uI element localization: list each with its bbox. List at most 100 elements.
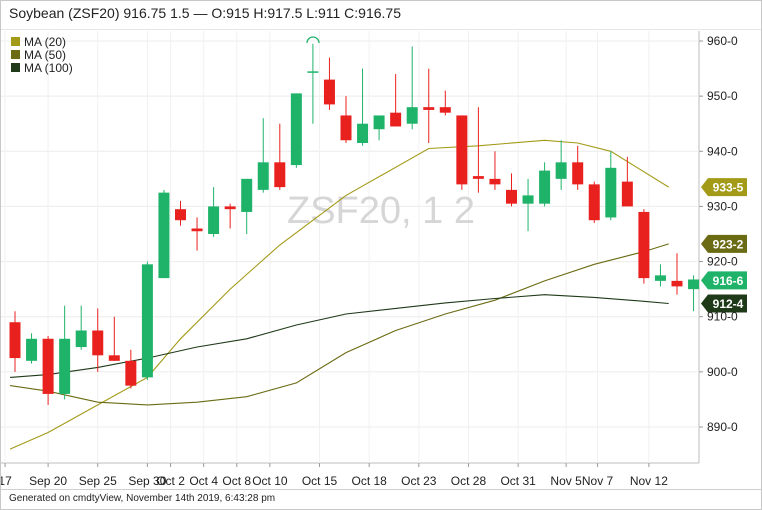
candle[interactable]	[75, 305, 87, 350]
candle-body	[274, 162, 286, 188]
legend-label: MA (50)	[24, 47, 67, 62]
footer-text: Generated on cmdtyView, November 14th 20…	[9, 493, 276, 504]
legend-swatch	[11, 50, 20, 59]
scroll-arc-icon[interactable]	[306, 36, 320, 44]
candle[interactable]	[555, 140, 567, 190]
candle[interactable]	[506, 173, 517, 207]
candle[interactable]	[125, 349, 137, 389]
candle[interactable]	[423, 68, 435, 144]
candle[interactable]	[208, 187, 220, 237]
candle[interactable]	[390, 74, 402, 127]
last-value-tag: 916-6	[701, 271, 747, 290]
candle-body	[9, 322, 21, 359]
legend-item-ma100[interactable]: MA (100)	[11, 60, 73, 75]
x-tick-label: Oct 28	[451, 474, 487, 488]
tag-shape	[701, 294, 747, 313]
candle-body	[323, 79, 335, 105]
footer-divider	[1, 489, 761, 490]
candle[interactable]	[323, 57, 335, 110]
legend: MA (20) MA (50) MA (100)	[11, 34, 73, 75]
candle-body	[42, 338, 54, 394]
candle[interactable]	[588, 181, 600, 223]
candle[interactable]	[654, 264, 666, 287]
candle-body	[59, 338, 71, 394]
legend-item-ma50[interactable]: MA (50)	[11, 47, 73, 62]
candle-body	[357, 123, 369, 144]
candle[interactable]	[357, 68, 369, 146]
legend-swatch	[11, 37, 20, 46]
candle[interactable]	[406, 46, 418, 130]
candle-body	[241, 178, 253, 212]
candle[interactable]	[108, 316, 120, 361]
candle-body	[175, 209, 186, 221]
candle-body	[373, 115, 385, 130]
candle[interactable]	[539, 162, 551, 207]
price-chart[interactable]: ZSF20, 1 2 890-0 900-0 910-0 920-0 930-0 940-…	[1, 1, 761, 489]
candle-body	[456, 115, 468, 185]
candles	[9, 43, 700, 405]
candle[interactable]	[191, 217, 203, 251]
candle[interactable]	[307, 43, 319, 124]
y-tick-label: 920-0	[707, 255, 738, 269]
tag-label: 933-5	[713, 181, 744, 195]
candle[interactable]	[290, 93, 302, 168]
x-tick-label: Oct 18	[351, 474, 387, 488]
y-tick-label: 890-0	[707, 420, 738, 434]
x-tick-label: 17	[1, 474, 12, 488]
legend-label: MA (100)	[24, 60, 73, 75]
ma-line-100	[9, 294, 669, 378]
candle[interactable]	[158, 189, 170, 279]
candle-body	[522, 195, 534, 204]
candle[interactable]	[26, 333, 38, 364]
candle[interactable]	[59, 305, 71, 400]
legend-item-ma20[interactable]: MA (20)	[11, 34, 73, 49]
candle[interactable]	[671, 253, 683, 295]
candle[interactable]	[489, 151, 501, 190]
candle[interactable]	[257, 118, 269, 193]
moving-averages	[9, 139, 669, 450]
candle-body	[588, 184, 600, 221]
tag-shape	[701, 178, 747, 197]
candle[interactable]	[638, 209, 650, 284]
x-tick-label: Sep 25	[79, 474, 117, 488]
candle-body	[688, 279, 700, 290]
tag-label: 912-4	[713, 297, 744, 311]
x-tick-label: Oct 10	[252, 474, 288, 488]
candle-body	[605, 167, 617, 218]
candle[interactable]	[439, 90, 451, 116]
last-value-tag: 912-4	[701, 294, 747, 313]
candle-body	[26, 338, 38, 361]
y-tick-label: 930-0	[707, 199, 738, 213]
candle[interactable]	[472, 107, 484, 193]
candle[interactable]	[241, 178, 253, 234]
candle[interactable]	[9, 311, 21, 372]
candle[interactable]	[141, 261, 153, 381]
legend-label: MA (20)	[24, 34, 67, 49]
ma-line-50	[9, 243, 669, 406]
candle-body	[539, 170, 551, 204]
candle[interactable]	[373, 115, 385, 141]
candle-body	[439, 107, 451, 113]
candle[interactable]	[456, 115, 468, 190]
candle[interactable]	[92, 308, 104, 372]
grid-lines	[1, 31, 700, 464]
x-tick-label: Oct 8	[222, 474, 251, 488]
candle[interactable]	[522, 178, 534, 232]
candle[interactable]	[175, 200, 186, 226]
candle[interactable]	[688, 275, 700, 312]
candle[interactable]	[42, 336, 54, 405]
candle-body	[621, 181, 633, 207]
candle[interactable]	[224, 203, 236, 229]
candle[interactable]	[274, 123, 286, 190]
candle[interactable]	[605, 151, 617, 221]
candle-body	[125, 360, 137, 386]
candle-body	[572, 162, 584, 185]
candle[interactable]	[340, 96, 352, 144]
last-value-tags: 933-5 923-2 916-6 912-4	[701, 178, 747, 313]
candle-body	[108, 355, 120, 361]
candle[interactable]	[572, 145, 584, 190]
candle[interactable]	[621, 156, 633, 207]
x-tick-label: Nov 7	[582, 474, 614, 488]
